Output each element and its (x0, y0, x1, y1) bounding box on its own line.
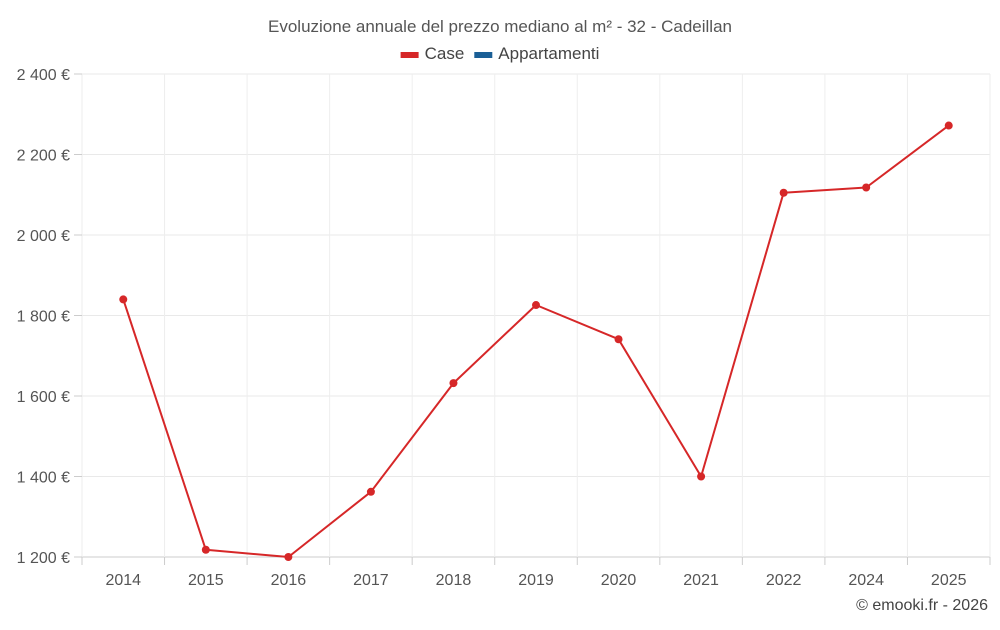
legend-label: Case (425, 44, 465, 63)
x-tick-label: 2025 (931, 572, 967, 589)
x-tick-label: 2014 (105, 572, 141, 589)
data-point[interactable] (366, 487, 375, 496)
y-tick-label: 1 400 € (17, 470, 70, 487)
y-tick-label: 1 200 € (17, 550, 70, 567)
gridlines (81, 73, 991, 558)
series-layer (119, 121, 953, 561)
x-tick-label: 2024 (848, 572, 884, 589)
data-point[interactable] (532, 301, 540, 310)
x-tick-label: 2018 (436, 572, 472, 589)
data-point[interactable] (697, 472, 706, 481)
chart-title: Evoluzione annuale del prezzo mediano al… (268, 17, 732, 36)
legend-item-appartamenti[interactable]: Appartamenti (474, 44, 599, 63)
legend: Case Appartamenti (400, 44, 599, 63)
x-tick-label: 2021 (683, 572, 719, 589)
x-tick-label: 2020 (601, 572, 637, 589)
legend-item-case[interactable]: Case (400, 44, 465, 63)
x-tick-label: 2015 (188, 572, 224, 589)
data-point[interactable] (779, 188, 788, 197)
y-tick-label: 1 800 € (17, 309, 70, 326)
copyright-text: © emooki.fr - 2026 (856, 597, 988, 614)
x-tick-label: 2017 (353, 572, 389, 589)
y-axis: 1 200 € 1 400 € 1 600 € 1 800 € 2 000 € 2 200… (17, 67, 82, 567)
data-point[interactable] (614, 335, 623, 344)
legend-label: Appartamenti (498, 44, 599, 63)
data-point[interactable] (862, 183, 871, 192)
y-tick-label: 2 200 € (17, 148, 70, 165)
y-tick-label: 2 000 € (17, 228, 70, 245)
y-tick-label: 1 600 € (17, 389, 70, 406)
data-point[interactable] (449, 379, 458, 388)
y-tick-label: 2 400 € (17, 67, 70, 84)
x-tick-label: 2019 (518, 572, 554, 589)
data-point[interactable] (201, 545, 210, 554)
x-axis: 2014 2015 2016 2017 2018 2019 2020 2021 2022 2024… (81, 557, 991, 589)
legend-swatch (474, 52, 493, 58)
data-point[interactable] (944, 121, 953, 130)
x-tick-label: 2016 (271, 572, 307, 589)
data-point[interactable] (284, 553, 293, 561)
data-point[interactable] (119, 295, 128, 304)
x-tick-label: 2022 (766, 572, 802, 589)
legend-swatch (400, 52, 419, 58)
